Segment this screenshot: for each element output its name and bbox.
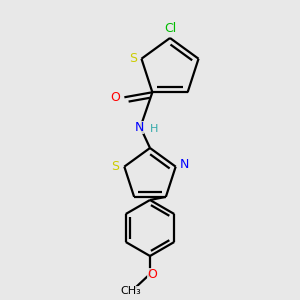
Text: N: N bbox=[180, 158, 189, 171]
Text: CH₃: CH₃ bbox=[121, 286, 141, 296]
Text: H: H bbox=[150, 124, 159, 134]
Text: N: N bbox=[135, 121, 144, 134]
Text: O: O bbox=[147, 268, 157, 281]
Text: O: O bbox=[110, 91, 120, 104]
Text: S: S bbox=[111, 160, 119, 173]
Text: S: S bbox=[130, 52, 137, 65]
Text: Cl: Cl bbox=[164, 22, 176, 34]
